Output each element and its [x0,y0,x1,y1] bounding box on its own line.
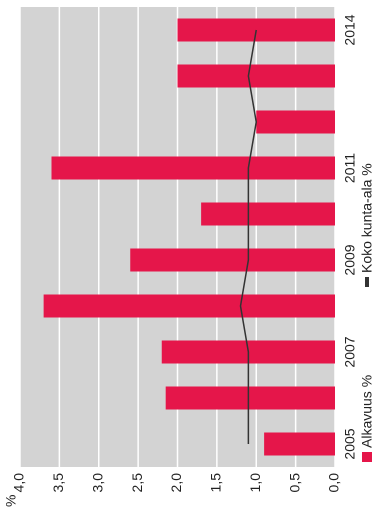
legend-label: Koko kunta-ala % [359,163,375,273]
y-unit: % [3,495,19,507]
bar [201,202,335,226]
y-tick-label: 0,0 [326,473,342,493]
y-tick-label: 1,5 [208,473,224,493]
x-tick-label: 2014 [342,14,358,45]
y-tick-label: 1,0 [247,473,263,493]
bar [51,156,335,180]
bar [177,64,335,88]
y-tick-label: 2,5 [129,473,145,493]
y-tick-label: 3,0 [89,473,105,493]
legend-swatch [362,452,372,462]
bar [165,386,335,410]
x-tick-label: 2009 [342,244,358,275]
y-tick-label: 2,0 [168,473,184,493]
y-tick-label: 0,5 [286,473,302,493]
line [239,29,258,444]
x-tick-label: 2007 [342,336,358,367]
x-tick-label: 2011 [342,153,358,183]
y-tick-label: 4,0 [11,473,27,493]
bar [264,432,335,456]
bar [256,110,335,134]
legend-label: Alkavuus % [359,375,375,448]
x-tick-label: 2005 [342,428,358,459]
bar [130,248,335,272]
bar [43,294,335,318]
legend-swatch [365,277,369,287]
y-tick-label: 3,5 [50,473,66,493]
